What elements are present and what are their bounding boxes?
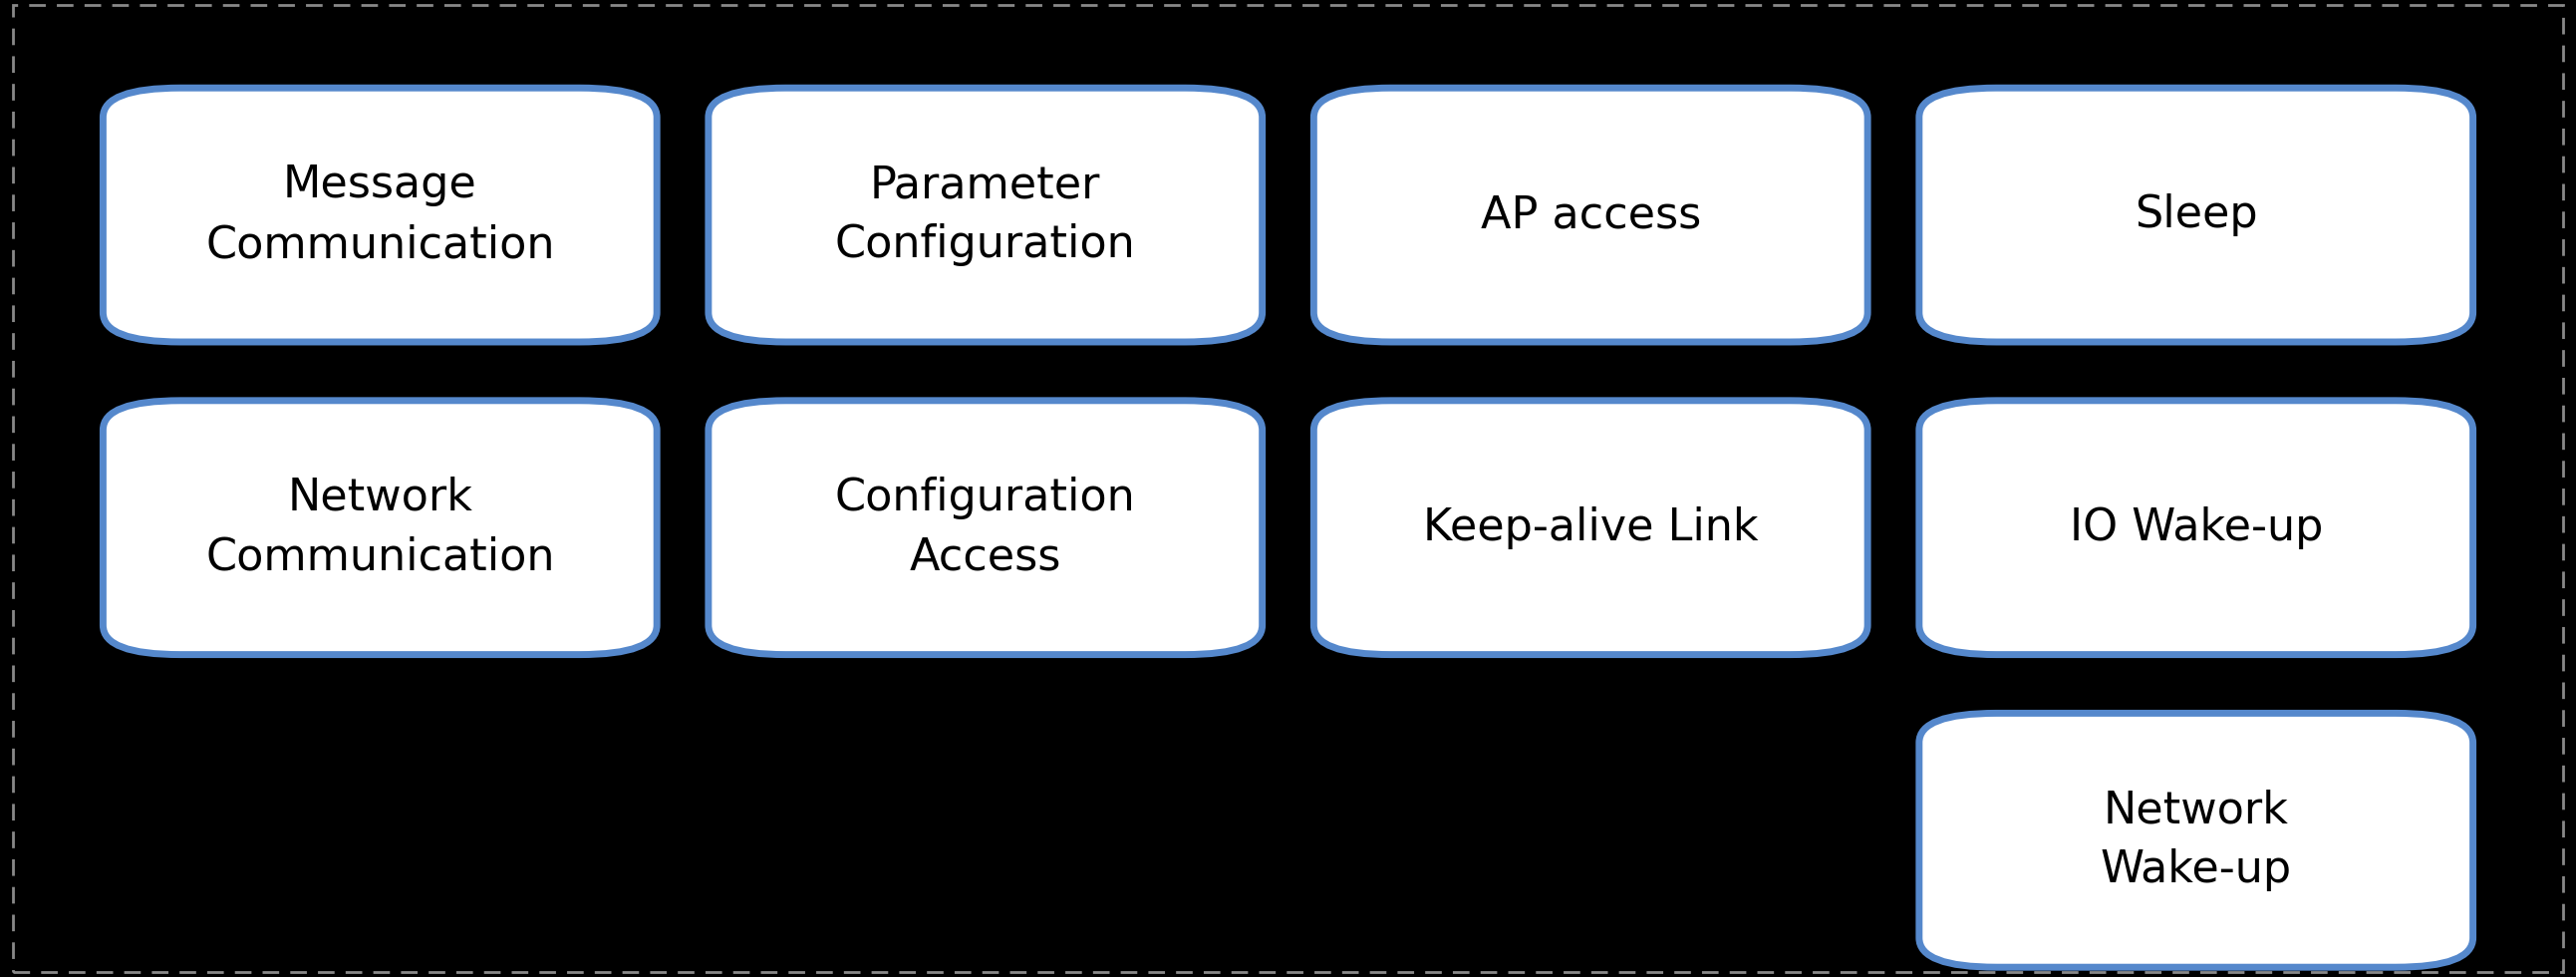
Text: Sleep: Sleep: [2136, 193, 2257, 236]
FancyBboxPatch shape: [103, 88, 657, 342]
FancyBboxPatch shape: [1314, 88, 1868, 342]
FancyBboxPatch shape: [708, 88, 1262, 342]
FancyBboxPatch shape: [1919, 713, 2473, 967]
FancyBboxPatch shape: [1919, 88, 2473, 342]
Text: Network
Wake-up: Network Wake-up: [2099, 788, 2293, 892]
FancyBboxPatch shape: [103, 401, 657, 655]
Text: Parameter
Configuration: Parameter Configuration: [835, 163, 1136, 267]
Text: AP access: AP access: [1481, 193, 1700, 236]
Text: Configuration
Access: Configuration Access: [835, 476, 1136, 579]
Text: Message
Communication: Message Communication: [206, 163, 554, 267]
FancyBboxPatch shape: [1919, 401, 2473, 655]
FancyBboxPatch shape: [1314, 401, 1868, 655]
Text: IO Wake-up: IO Wake-up: [2069, 506, 2324, 549]
FancyBboxPatch shape: [708, 401, 1262, 655]
Text: Network
Communication: Network Communication: [206, 476, 554, 579]
Text: Keep-alive Link: Keep-alive Link: [1422, 506, 1759, 549]
